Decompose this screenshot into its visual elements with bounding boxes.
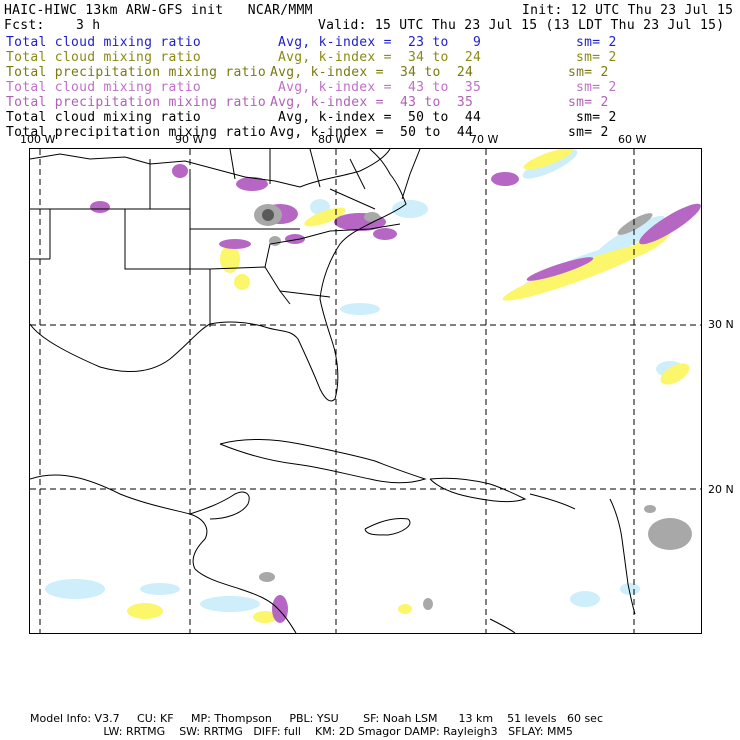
legend-avg: Avg, k-index = 43 to 35 [278, 80, 482, 95]
legend-sm: sm= 2 [576, 50, 617, 65]
lon-label: 70 W [470, 133, 499, 146]
legend-name: Total cloud mixing ratio [6, 50, 202, 65]
lon-label: 80 W [318, 133, 347, 146]
legend-sm: sm= 2 [576, 110, 617, 125]
plot-title: HAIC-HIWC 13km ARW-GFS init NCAR/MMM [4, 3, 313, 18]
lon-label: 60 W [618, 133, 647, 146]
legend-sm: sm= 2 [576, 35, 617, 50]
lat-label: 30 N [708, 318, 734, 331]
legend-avg: Avg, k-index = 50 to 44 [270, 125, 474, 140]
legend-avg: Avg, k-index = 34 to 24 [270, 65, 474, 80]
legend-avg: Avg, k-index = 43 to 35 [270, 95, 474, 110]
legend-avg: Avg, k-index = 34 to 24 [278, 50, 482, 65]
lon-label: 100 W [20, 133, 56, 146]
darkgray-cloud-field [262, 209, 274, 221]
legend-name: Total cloud mixing ratio [6, 80, 202, 95]
legend-avg: Avg, k-index = 23 to 9 [278, 35, 482, 50]
legend-sm: sm= 2 [576, 80, 617, 95]
fcst-label: Fcst: [4, 18, 45, 33]
init-time: Init: 12 UTC Thu 23 Jul 15 [522, 3, 734, 18]
legend-name: Total precipitation mixing ratio [6, 65, 267, 80]
legend-sm: sm= 2 [568, 95, 609, 110]
legend-name: Total cloud mixing ratio [6, 35, 202, 50]
yellow-cloud-field [127, 149, 690, 623]
legend-sm: sm= 2 [568, 125, 609, 140]
legend-name: Total precipitation mixing ratio [6, 95, 267, 110]
fcst-value: 3 h [76, 18, 101, 33]
map-canvas [30, 149, 701, 633]
map-panel [29, 148, 702, 634]
purple-cloud-field [90, 164, 701, 623]
coastlines [30, 149, 636, 633]
legend-avg: Avg, k-index = 50 to 44 [278, 110, 482, 125]
lon-label: 90 W [175, 133, 204, 146]
legend-name: Total cloud mixing ratio [6, 110, 202, 125]
lat-label: 20 N [708, 483, 734, 496]
legend-name: Total precipitation mixing ratio [6, 125, 267, 140]
gray-cloud-field [254, 204, 692, 610]
model-info-line2: LW: RRTMG SW: RRTMG DIFF: full KM: 2D Sm… [30, 725, 573, 738]
valid-time: Valid: 15 UTC Thu 23 Jul 15 (13 LDT Thu … [318, 18, 725, 33]
model-info-line1: Model Info: V3.7 CU: KF MP: Thompson PBL… [30, 712, 603, 725]
legend-sm: sm= 2 [568, 65, 609, 80]
graticule [30, 149, 701, 633]
